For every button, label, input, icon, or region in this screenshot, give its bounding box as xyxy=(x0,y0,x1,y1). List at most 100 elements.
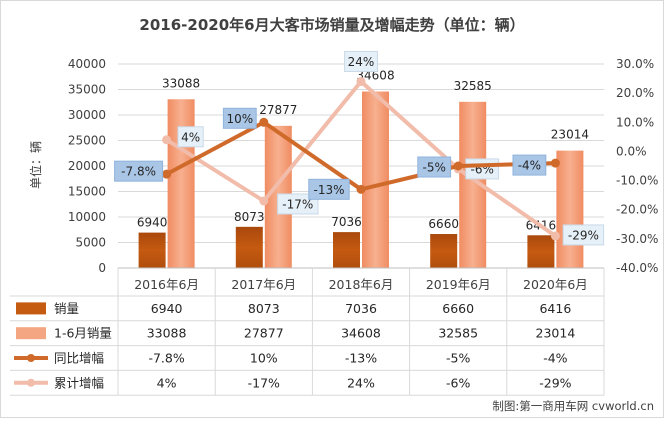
bar-sales-label: 7036 xyxy=(331,215,362,229)
cumulative-growth-label-box xyxy=(177,126,204,148)
cumulative-growth-label-box xyxy=(344,50,378,72)
x-tick-label: 2020年6月 xyxy=(523,277,588,292)
x-tick-label: 2016年6月 xyxy=(134,277,199,292)
yoy-growth-label-box xyxy=(417,156,452,178)
y-right-tick-label: -10.0% xyxy=(616,174,658,188)
y-left-tick-label: 30000 xyxy=(68,108,106,122)
cumulative-growth-label-box xyxy=(277,193,319,215)
table-cell: 32585 xyxy=(438,326,478,341)
yoy-growth-point xyxy=(550,158,560,168)
table-cell: 6940 xyxy=(151,301,183,316)
y-left-tick-label: 0 xyxy=(98,261,106,275)
table-cell: 33088 xyxy=(147,326,187,341)
y-right-tick-label: -20.0% xyxy=(616,203,658,217)
bar-sales xyxy=(333,232,360,268)
x-tick-label: 2017年6月 xyxy=(231,277,296,292)
legend-swatch-bar xyxy=(16,302,46,315)
bar-ytd-label: 34608 xyxy=(356,68,394,82)
table-cell: 6416 xyxy=(539,301,571,316)
y-right-tick-label: 0.0% xyxy=(616,144,647,158)
yoy-growth-label-box xyxy=(308,178,350,200)
table-cell: 4% xyxy=(157,375,177,390)
line-series: 4%-17%24%-6%-29%-7.8%10%-13%-5% -4% xyxy=(114,50,605,246)
y-left-tick-label: 20000 xyxy=(68,159,106,173)
x-tick-label: 2019年6月 xyxy=(426,277,491,292)
y-right-tick-label: -40.0% xyxy=(616,261,658,275)
yoy-growth-label: -5% xyxy=(423,161,446,175)
yoy-growth-point xyxy=(259,117,269,127)
table-cell: -13% xyxy=(345,351,377,366)
legend-swatch-marker xyxy=(27,378,35,387)
legend-label: 累计增幅 xyxy=(54,375,104,390)
table-cell: -29% xyxy=(539,375,571,390)
legend-label: 1-6月销量 xyxy=(54,326,112,341)
yoy-growth-point xyxy=(162,169,172,179)
bar-sales xyxy=(138,232,166,268)
chart-title: 2016-2020年6月大客市场销量及增幅走势（单位：辆） xyxy=(139,16,524,34)
legend-label: 销量 xyxy=(54,301,79,316)
cumulative-growth-label: -17% xyxy=(282,197,313,211)
table-cell: -4% xyxy=(543,351,567,366)
yoy-growth-label: -13% xyxy=(313,183,344,197)
y-right-tick-label: 30.0% xyxy=(616,57,654,71)
bar-sales xyxy=(430,234,458,268)
table-cell: 7036 xyxy=(345,301,377,316)
cumulative-growth-label-box xyxy=(562,224,605,246)
bar-ytd-sales xyxy=(167,99,195,269)
y-left-tick-label: 25000 xyxy=(68,134,106,148)
bar-sales-label: 8073 xyxy=(234,210,265,224)
cumulative-growth-label: 24% xyxy=(348,55,375,69)
y-left-tick-label: 35000 xyxy=(68,83,106,97)
y-left-tick-label: 5000 xyxy=(75,236,106,250)
yoy-growth-label-box xyxy=(512,154,547,176)
bar-sales-label: 6940 xyxy=(137,216,168,230)
legend-label: 同比增幅 xyxy=(54,351,104,366)
cumulative-growth-label: -29% xyxy=(568,228,599,242)
yoy-growth-point xyxy=(356,184,366,194)
y-axis-label: 单位：辆 xyxy=(28,141,43,189)
table-cell: -17% xyxy=(248,375,280,390)
bar-ytd-label: 23014 xyxy=(551,128,589,142)
bar-ytd-sales xyxy=(362,91,389,268)
yoy-growth-label-box xyxy=(114,160,164,182)
yoy-growth-label: 10% xyxy=(226,112,253,126)
y-left-tick-label: 10000 xyxy=(68,210,106,224)
bar-ytd-label: 27877 xyxy=(259,103,297,117)
table-cell: 24% xyxy=(347,375,375,390)
bar-sales xyxy=(235,226,263,268)
table-cell: 8073 xyxy=(248,301,280,316)
legend-swatch-marker xyxy=(27,354,35,362)
yoy-growth-label-box xyxy=(222,107,257,129)
y-left-tick-label: 40000 xyxy=(68,57,106,71)
cumulative-growth-point xyxy=(550,231,560,241)
watermark: 制图:第一商用车网 cvworld.cn xyxy=(492,399,654,413)
x-tick-label: 2018年6月 xyxy=(329,277,394,292)
table-cell: 10% xyxy=(250,351,278,366)
table-cell: 34608 xyxy=(341,326,381,341)
y-right-tick-label: 10.0% xyxy=(616,115,654,129)
y-right-tick-label: -30.0% xyxy=(616,232,658,246)
bar-sales xyxy=(527,235,555,268)
table-cell: 23014 xyxy=(536,326,576,341)
cumulative-growth-point xyxy=(162,135,172,145)
table-cell: -7.8% xyxy=(148,351,184,366)
bar-ytd-sales xyxy=(556,150,584,268)
table-cell: 27877 xyxy=(244,326,284,341)
bar-sales-label: 6660 xyxy=(428,217,459,231)
table-cell: -5% xyxy=(446,351,470,366)
table-cell: 6660 xyxy=(442,301,474,316)
cumulative-growth-label: 4% xyxy=(181,130,200,144)
y-left-tick-label: 15000 xyxy=(68,185,106,199)
cumulative-growth-point xyxy=(259,196,269,206)
cumulative-growth-point xyxy=(356,76,366,86)
legend-swatch-bar xyxy=(16,327,46,340)
bar-ytd-label: 32585 xyxy=(454,79,492,93)
yoy-growth-label: -4% xyxy=(518,159,541,173)
bar-ytd-label: 33088 xyxy=(162,76,200,90)
axes: 40000 35000 30000 25000 20000 15000 10000 5000 0… xyxy=(68,57,659,275)
y-right-tick-label: 20.0% xyxy=(616,86,654,100)
